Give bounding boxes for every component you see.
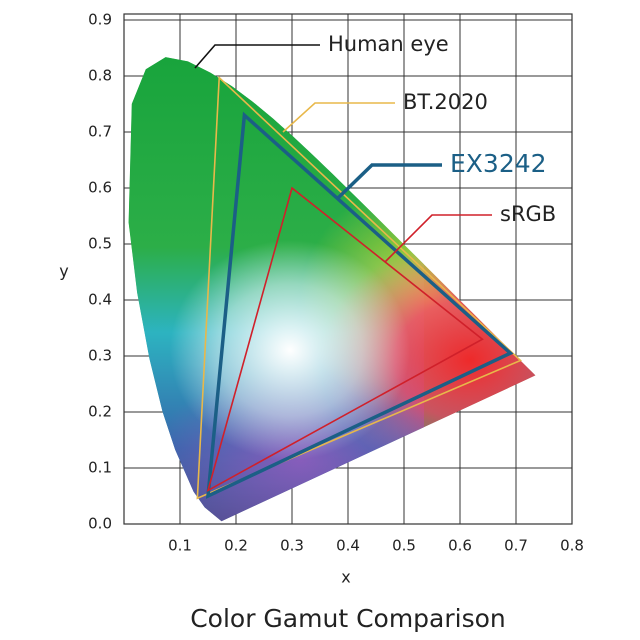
x-tick-label: 0.6 [448,537,472,555]
y-tick-label: 0.2 [88,403,112,421]
y-tick-label: 0.7 [88,123,112,141]
leader-line [194,44,320,69]
x-tick-label: 0.7 [504,537,528,555]
y-tick-label: 0.8 [88,67,112,85]
legend-label: EX3242 [450,149,547,178]
leader-line [384,214,492,263]
leader-line [282,102,395,133]
x-tick-label: 0.5 [392,537,416,555]
legend-label: Human eye [328,32,449,56]
y-tick-label: 0.0 [88,515,112,533]
x-axis-label: x [341,568,350,587]
plot-frame [123,13,573,525]
gamut-triangle [205,111,514,499]
x-tick-label: 0.2 [224,537,248,555]
y-axis-label: y [59,262,68,281]
y-tick-label: 0.6 [88,179,112,197]
chart-title: Color Gamut Comparison [190,604,506,633]
x-tick-label: 0.3 [280,537,304,555]
x-tick-label: 0.1 [168,537,192,555]
shade [170,240,410,460]
gamut-triangle [206,186,484,493]
y-tick-label: 0.5 [88,235,112,253]
legend-label: BT.2020 [403,90,488,114]
y-tick-label: 0.3 [88,347,112,365]
gamut-triangle [196,75,522,500]
legend-label: sRGB [500,202,556,226]
x-tick-label: 0.8 [560,537,584,555]
y-tick-label: 0.4 [88,291,112,309]
y-tick-label: 0.1 [88,459,112,477]
y-tick-label: 0.9 [88,11,112,29]
x-tick-label: 0.4 [336,537,360,555]
leader-line [336,163,442,200]
